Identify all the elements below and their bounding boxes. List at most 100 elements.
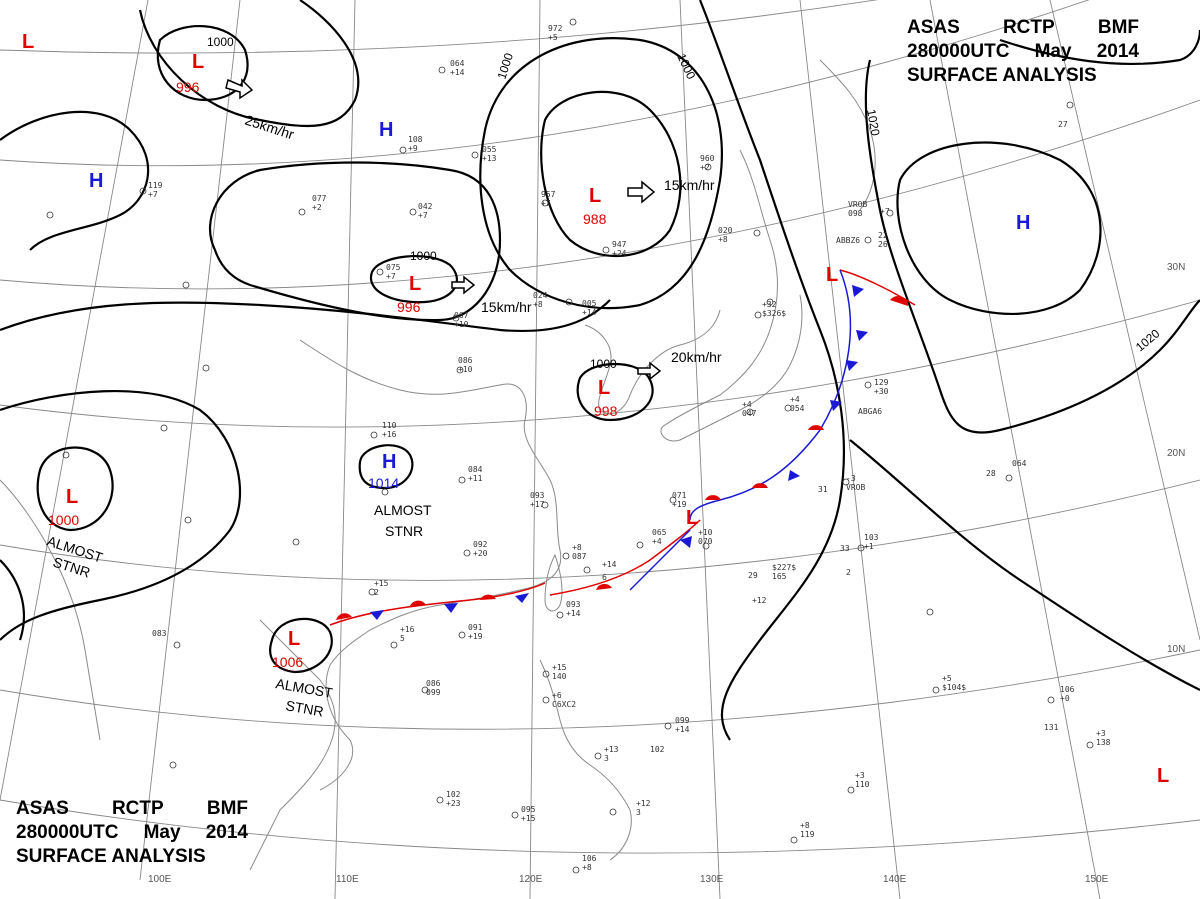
isobar-1004-north — [138, 0, 360, 128]
station-value: +3 — [1096, 729, 1106, 738]
low-india: L 1000 — [48, 486, 79, 528]
station-value: +11 — [468, 474, 483, 483]
station-value: +8 — [718, 235, 728, 244]
header-line-3: SURFACE ANALYSIS — [16, 845, 248, 869]
high-west: H — [89, 170, 103, 192]
longitude-label: 140E — [883, 874, 907, 885]
low-symbol: L — [826, 264, 838, 286]
station-value: +4 — [790, 395, 800, 404]
station-value: 106 — [582, 854, 597, 863]
header-time: 280000UTC — [907, 41, 1010, 62]
station-value: +7 — [418, 211, 428, 220]
low-symbol: L — [288, 628, 300, 650]
station-value: 138 — [1096, 738, 1111, 747]
header-title: SURFACE ANALYSIS — [907, 65, 1097, 86]
station-value: +23 — [446, 799, 461, 808]
high-tibet: H 1014 — [368, 451, 399, 491]
cold-front-triangle — [846, 360, 858, 371]
station-value: +32 — [762, 300, 777, 309]
station-value: 2 — [374, 588, 379, 597]
station-value: 075 — [386, 263, 401, 272]
station-value: 092 — [473, 540, 488, 549]
station-value: 077 — [312, 194, 327, 203]
front-south-china — [329, 582, 546, 626]
station-value: 106 — [1060, 685, 1075, 694]
station-value: 119 — [800, 830, 815, 839]
low-symbol: L — [1157, 765, 1169, 787]
analysis-header-top: ASAS RCTP BMF 280000UTC May 2014 SURFACE… — [907, 16, 1139, 88]
isobar-1000-ecs-low — [576, 362, 654, 422]
station-value: 093 — [530, 491, 545, 500]
low-ne-china: L 988 — [583, 185, 607, 227]
station-value: +17 — [530, 500, 545, 509]
station-value: 093 — [566, 600, 581, 609]
station-value: 098 — [848, 209, 863, 218]
warm-front-semicircle — [596, 583, 612, 590]
stationary-annotations: ALMOST STNR ALMOST STNR ALMOST STNR — [45, 502, 432, 720]
low-east-china-sea: L 998 — [594, 377, 618, 419]
station-value: 957 — [541, 190, 556, 199]
isobar-1004-west — [0, 110, 150, 251]
isobar-1004-around — [209, 161, 502, 322]
station-value: 064 — [1012, 459, 1027, 468]
motion-label: 15km/hr — [664, 177, 715, 193]
station-value: +8 — [582, 863, 592, 872]
station-value: +15 — [552, 663, 567, 672]
station-value: 960 — [700, 154, 715, 163]
high-pressure-value: 1014 — [368, 475, 399, 491]
motion-arrow — [451, 275, 476, 295]
front-line-japan-stationary — [689, 269, 852, 521]
warm-front-semicircle — [705, 495, 721, 500]
station-value: 119 — [148, 181, 163, 190]
station-value: +16 — [400, 625, 415, 634]
station-value: 055 — [482, 145, 497, 154]
station-value: 110 — [855, 780, 870, 789]
grid-labels: 100E 110E 120E 130E 140E 150E 30N 20N 10… — [148, 262, 1185, 885]
cold-front-triangle — [370, 610, 384, 620]
low-pressure-value: 1000 — [48, 512, 79, 528]
warm-front-semicircle — [808, 425, 824, 430]
station-value: 087 — [572, 552, 587, 561]
station-value: 054 — [790, 404, 805, 413]
cold-front-triangle — [680, 536, 692, 548]
station-value: 099 — [675, 716, 690, 725]
header-line-2: 280000UTC May 2014 — [907, 40, 1139, 64]
station-value: 131 — [1044, 723, 1059, 732]
isobar-1008-tibet-high — [358, 444, 414, 490]
isobar-1016-ridge — [999, 29, 1200, 66]
motion-arrow — [627, 180, 656, 204]
high-symbol: H — [382, 451, 396, 473]
cold-front-triangle — [852, 285, 864, 297]
station-value: ABBZ6 — [836, 236, 860, 245]
coast-korea — [584, 309, 721, 415]
station-value: +8 — [533, 300, 543, 309]
station-value: +7 — [541, 199, 551, 208]
low-symbol: L — [686, 507, 698, 529]
station-value: +10 — [698, 528, 713, 537]
header-time: 280000UTC — [16, 822, 119, 843]
isobars — [0, 0, 1200, 741]
station-value: 042 — [418, 202, 433, 211]
low-symbol: L — [192, 51, 204, 73]
motion-arrows — [225, 78, 662, 381]
station-value: 020 — [718, 226, 733, 235]
front-line-south-china — [329, 582, 546, 626]
station-value: 5 — [400, 634, 405, 643]
motion-label: 20km/hr — [671, 349, 722, 365]
low-pressure-value: 996 — [397, 299, 421, 315]
latitude-label: 10N — [1167, 644, 1185, 655]
station-value: +12 — [752, 596, 767, 605]
isobar-1000-large — [479, 37, 723, 310]
station-value: 3 — [636, 808, 641, 817]
station-value: +4 — [742, 400, 752, 409]
station-value: 31 — [818, 485, 828, 494]
isobar-1020-high — [896, 141, 1102, 316]
station-value: 27 — [1058, 120, 1068, 129]
low-japan-front: L — [826, 264, 838, 286]
header-month: May — [143, 822, 181, 843]
station-value: ABGA6 — [858, 407, 882, 416]
front-japan — [689, 269, 916, 521]
isobar-1006-tonkin-low — [269, 617, 333, 674]
station-value: +3 — [855, 771, 865, 780]
